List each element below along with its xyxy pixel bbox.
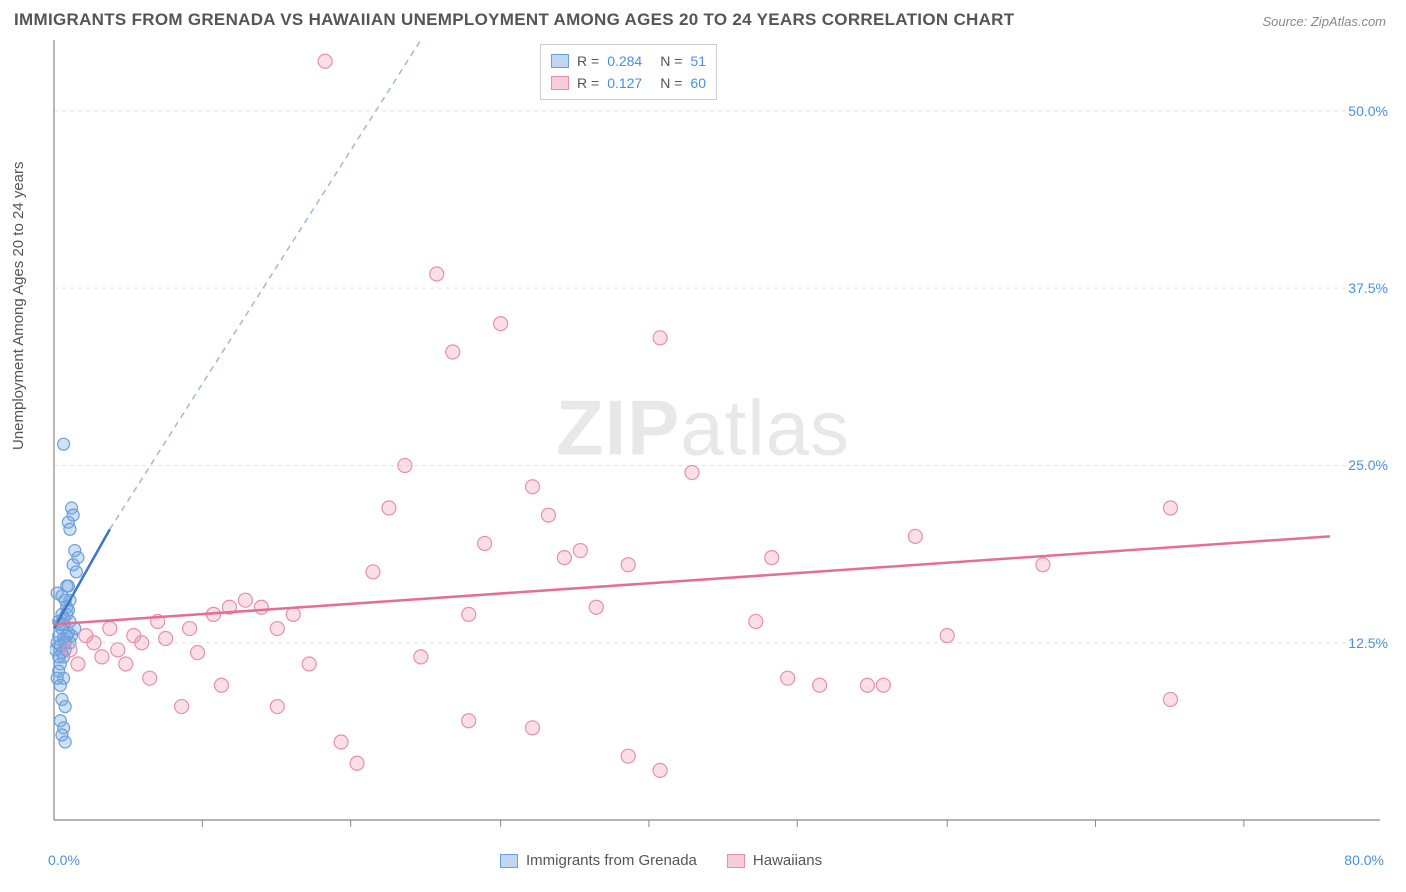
chart-title: IMMIGRANTS FROM GRENADA VS HAWAIIAN UNEM… — [14, 10, 1014, 30]
legend-swatch — [500, 854, 518, 868]
legend-stat-row: R = 0.127 N = 60 — [551, 72, 706, 94]
x-axis-min-label: 0.0% — [48, 852, 80, 868]
legend-n-label: N = — [660, 75, 682, 91]
plot-svg — [50, 40, 1390, 830]
legend-series-item: Immigrants from Grenada — [500, 852, 697, 869]
scatter-plot — [50, 40, 1390, 830]
legend-r-label: R = — [577, 75, 599, 91]
legend-stats: R = 0.284 N = 51 R = 0.127 N = 60 — [540, 44, 717, 100]
y-tick-label: 37.5% — [1348, 280, 1388, 296]
legend-swatch — [551, 54, 569, 68]
legend-swatch — [727, 854, 745, 868]
legend-n-label: N = — [660, 53, 682, 69]
legend-stat-row: R = 0.284 N = 51 — [551, 50, 706, 72]
y-tick-label: 25.0% — [1348, 457, 1388, 473]
y-tick-label: 50.0% — [1348, 103, 1388, 119]
legend-series-label: Immigrants from Grenada — [526, 852, 697, 869]
legend-r-value: 0.127 — [607, 75, 642, 91]
legend-series-label: Hawaiians — [753, 852, 822, 869]
x-axis-max-label: 80.0% — [1344, 852, 1384, 868]
legend-r-label: R = — [577, 53, 599, 69]
y-axis-label: Unemployment Among Ages 20 to 24 years — [10, 161, 27, 450]
legend-n-value: 51 — [690, 53, 706, 69]
legend-series: Immigrants from Grenada Hawaiians — [500, 852, 822, 869]
source-attribution: Source: ZipAtlas.com — [1262, 14, 1386, 29]
legend-r-value: 0.284 — [607, 53, 642, 69]
legend-swatch — [551, 76, 569, 90]
y-tick-label: 12.5% — [1348, 635, 1388, 651]
legend-n-value: 60 — [690, 75, 706, 91]
legend-series-item: Hawaiians — [727, 852, 822, 869]
